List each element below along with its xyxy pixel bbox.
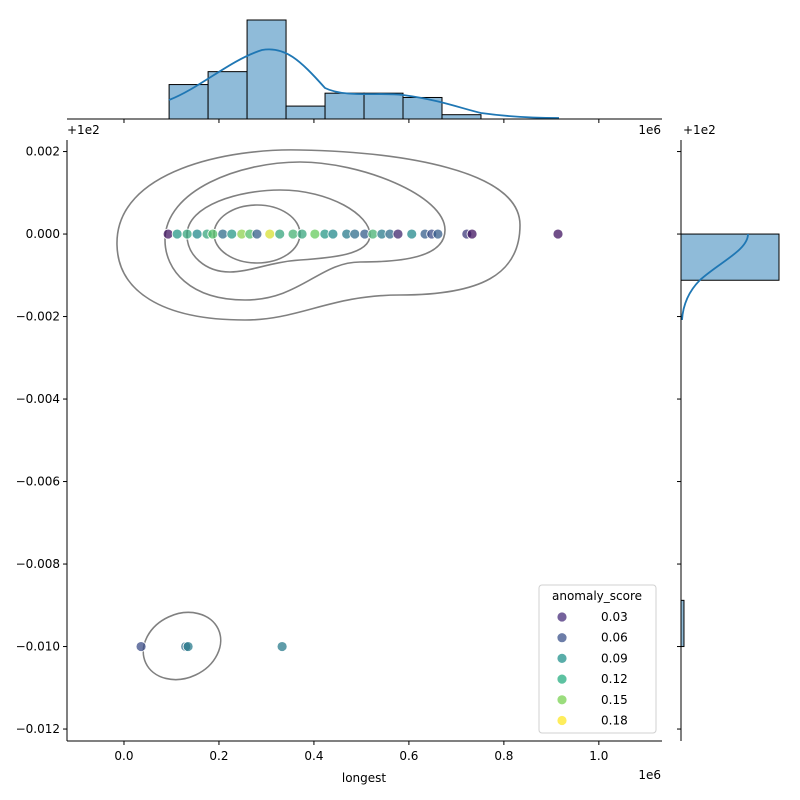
scatter-point bbox=[432, 228, 444, 240]
scatter-point bbox=[367, 228, 379, 240]
x-tick-label: 0.8 bbox=[494, 749, 513, 763]
x-axis-label: longest bbox=[342, 771, 387, 785]
y-tick-label: 0.002 bbox=[26, 145, 60, 159]
legend-label: 0.18 bbox=[601, 714, 628, 728]
top-marginal-offset-text: 1e6 bbox=[638, 123, 661, 137]
scatter-point bbox=[274, 228, 286, 240]
top-histogram-bar bbox=[324, 92, 365, 120]
legend-box bbox=[538, 584, 657, 734]
y-offset-text: +1e2 bbox=[67, 123, 100, 137]
scatter-point bbox=[264, 228, 276, 240]
legend-label: 0.03 bbox=[601, 610, 628, 624]
scatter-point bbox=[466, 228, 478, 240]
top-histogram-bar bbox=[246, 19, 287, 120]
scatter-point bbox=[207, 228, 219, 240]
x-tick-label: 0.4 bbox=[304, 749, 323, 763]
legend-marker bbox=[556, 715, 568, 726]
y-tick-label: −0.006 bbox=[16, 475, 60, 489]
legend-label: 0.09 bbox=[601, 651, 628, 665]
legend-title: anomaly_score bbox=[552, 589, 642, 603]
scatter-point bbox=[296, 228, 308, 240]
scatter-point bbox=[287, 228, 299, 240]
top-histogram-bar bbox=[207, 71, 248, 120]
scatter-point bbox=[276, 641, 288, 652]
kde-contour bbox=[142, 611, 222, 681]
x-tick-label: 1.0 bbox=[589, 749, 608, 763]
scatter-point bbox=[171, 228, 183, 240]
scatter-point bbox=[182, 641, 194, 652]
legend-marker bbox=[556, 611, 568, 623]
x-offset-text: 1e6 bbox=[638, 768, 661, 782]
right-marginal-histogram bbox=[680, 233, 780, 648]
scatter-point bbox=[552, 228, 564, 240]
y-tick-label: −0.002 bbox=[16, 310, 60, 324]
kde-contour bbox=[186, 189, 371, 273]
right-marginal-kde-line bbox=[681, 233, 749, 321]
kde-contour bbox=[116, 149, 521, 321]
legend-marker bbox=[556, 694, 568, 706]
y-tick-label: −0.008 bbox=[16, 557, 60, 571]
legend-label: 0.12 bbox=[601, 672, 628, 686]
top-marginal-ticks bbox=[123, 119, 600, 123]
scatter-point bbox=[349, 228, 361, 240]
right-marginal-offset-text: +1e2 bbox=[683, 123, 716, 137]
scatter-point bbox=[191, 228, 203, 240]
legend: anomaly_score 0.03 0.06 0.09 0.12 0.15 0.18 bbox=[538, 584, 657, 734]
x-ticks: 0.0 0.2 0.4 0.6 0.8 1.0 bbox=[114, 741, 608, 763]
y-tick-label: −0.012 bbox=[16, 722, 60, 736]
scatter-point bbox=[217, 228, 229, 240]
top-marginal-kde-line bbox=[168, 48, 560, 119]
legend-marker bbox=[556, 632, 568, 644]
y-tick-label: 0.000 bbox=[26, 227, 60, 241]
x-tick-label: 0.2 bbox=[209, 749, 228, 763]
scatter-point bbox=[181, 228, 193, 240]
scatter-point bbox=[309, 228, 321, 240]
right-marginal-ticks bbox=[677, 151, 681, 730]
scatter-point bbox=[406, 228, 418, 240]
x-tick-label: 0.6 bbox=[399, 749, 418, 763]
scatter-points bbox=[135, 228, 564, 652]
legend-marker bbox=[556, 673, 568, 685]
legend-marker bbox=[556, 653, 568, 664]
scatter-point bbox=[327, 228, 339, 240]
scatter-point bbox=[392, 228, 404, 240]
y-tick-label: −0.010 bbox=[16, 640, 60, 654]
legend-label: 0.06 bbox=[601, 631, 628, 645]
x-tick-label: 0.0 bbox=[114, 749, 133, 763]
top-histogram-bar bbox=[441, 114, 482, 120]
top-marginal-histogram bbox=[168, 19, 560, 120]
scatter-point bbox=[135, 641, 147, 652]
y-tick-label: −0.004 bbox=[16, 392, 60, 406]
y-ticks: 0.002 0.000 −0.002 −0.004 −0.006 −0.008 −0.010… bbox=[16, 145, 67, 736]
top-histogram-bar bbox=[363, 92, 404, 120]
kde-contour bbox=[164, 161, 446, 301]
scatter-point bbox=[226, 228, 238, 240]
scatter-point bbox=[162, 228, 174, 240]
top-histogram-bar bbox=[285, 105, 326, 120]
legend-label: 0.15 bbox=[601, 693, 628, 707]
scatter-point bbox=[251, 228, 263, 240]
